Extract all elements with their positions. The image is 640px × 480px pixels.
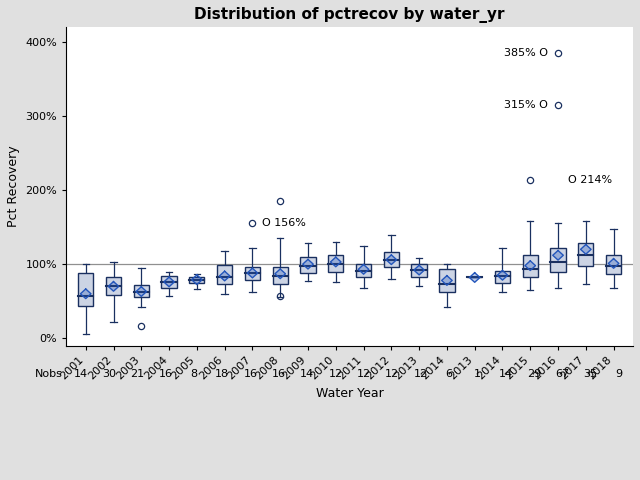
Bar	[134, 285, 149, 297]
Y-axis label: Pct Recovery: Pct Recovery	[7, 145, 20, 227]
Text: Nobs: Nobs	[35, 370, 63, 379]
Bar	[78, 273, 93, 306]
Text: 12: 12	[328, 370, 342, 379]
Text: 12: 12	[356, 370, 371, 379]
Text: 16: 16	[243, 370, 257, 379]
Polygon shape	[386, 255, 397, 264]
Polygon shape	[191, 275, 202, 285]
Text: 385% O: 385% O	[504, 48, 548, 58]
Text: 6: 6	[445, 370, 452, 379]
Text: 1: 1	[474, 370, 481, 379]
Text: 315% O: 315% O	[504, 100, 548, 110]
Text: 14: 14	[74, 370, 88, 379]
Polygon shape	[525, 261, 536, 270]
Polygon shape	[442, 276, 452, 285]
Bar	[217, 265, 232, 284]
Text: O 214%: O 214%	[568, 175, 612, 185]
Bar	[273, 267, 288, 284]
Bar	[244, 267, 260, 280]
Polygon shape	[553, 251, 563, 260]
Text: 9: 9	[615, 370, 623, 379]
Polygon shape	[414, 265, 424, 275]
Bar	[106, 277, 121, 295]
Polygon shape	[247, 268, 258, 278]
Polygon shape	[497, 270, 508, 280]
Polygon shape	[275, 269, 285, 278]
Bar	[606, 255, 621, 274]
Bar	[439, 269, 454, 292]
Bar	[578, 243, 593, 266]
Text: 29: 29	[527, 370, 541, 379]
Text: 8: 8	[190, 370, 197, 379]
Text: 12: 12	[385, 370, 399, 379]
Polygon shape	[330, 257, 341, 267]
Bar	[328, 254, 344, 272]
Text: 16: 16	[159, 370, 172, 379]
Bar	[523, 255, 538, 277]
Bar	[161, 276, 177, 288]
Title: Distribution of pctrecov by water_yr: Distribution of pctrecov by water_yr	[195, 7, 505, 23]
Text: 16: 16	[272, 370, 286, 379]
Polygon shape	[136, 287, 147, 296]
Text: 18: 18	[215, 370, 229, 379]
Polygon shape	[220, 271, 230, 281]
Bar	[495, 271, 510, 283]
Polygon shape	[358, 264, 369, 274]
Text: 35: 35	[584, 370, 598, 379]
Text: 21: 21	[130, 370, 144, 379]
Polygon shape	[609, 259, 619, 268]
Text: 12: 12	[413, 370, 428, 379]
Polygon shape	[164, 277, 174, 287]
X-axis label: Water Year: Water Year	[316, 387, 383, 400]
Bar	[189, 277, 205, 283]
Bar	[384, 252, 399, 267]
Text: 14: 14	[499, 370, 513, 379]
Polygon shape	[108, 282, 119, 291]
Bar	[356, 264, 371, 277]
Polygon shape	[81, 289, 91, 299]
Bar	[300, 257, 316, 273]
Bar	[412, 264, 427, 277]
Polygon shape	[469, 273, 480, 282]
Polygon shape	[580, 244, 591, 254]
Text: 67: 67	[555, 370, 569, 379]
Polygon shape	[303, 259, 313, 269]
Text: 30: 30	[102, 370, 116, 379]
Text: 14: 14	[300, 370, 314, 379]
Text: O 156%: O 156%	[262, 218, 306, 228]
Bar	[550, 248, 566, 272]
